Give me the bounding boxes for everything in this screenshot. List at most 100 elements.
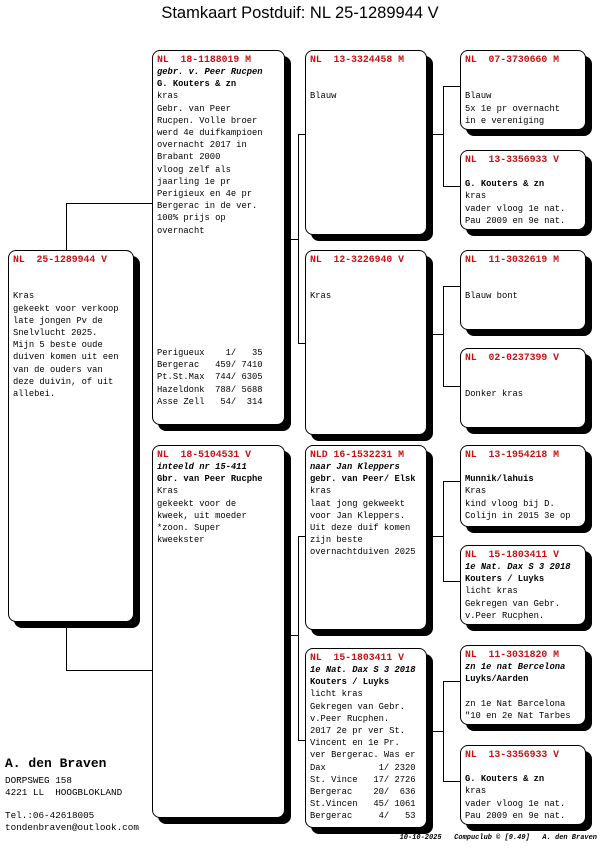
- box-text-line: Gebr. van Peer: [157, 103, 231, 114]
- owner-name: A. den Braven: [5, 756, 107, 771]
- box-text-line: kras: [310, 486, 332, 497]
- ring-number: NL 25-1289944 V: [13, 254, 108, 265]
- box-text-line: kras: [157, 91, 179, 102]
- connector-line: [443, 481, 444, 582]
- connector-line: [298, 740, 306, 741]
- pedigree-box-mf-mother: NL 15-1803411 V 1e Nat. Dax S 3 2018 Koute…: [460, 545, 586, 625]
- box-text-line: [465, 66, 581, 78]
- ring-number: NL 18-1188019 M: [157, 54, 252, 65]
- pedigree-box-father-father: NL 13-3324458 M Blauw: [305, 50, 427, 235]
- ring-number: NL 02-0237399 V: [465, 352, 560, 363]
- box-text-line: Brabant 2000: [157, 152, 221, 163]
- box-text-line: "10 en 2e Nat Tarbes: [465, 710, 571, 721]
- ring-number: NL 18-5104531 V: [157, 449, 252, 460]
- ring-number: NL 13-3356933 V: [465, 749, 560, 760]
- box-text-line: 1e Nat. Dax S 3 2018: [310, 665, 416, 675]
- box-text-line: Bergerac in de ver.: [157, 201, 258, 212]
- box-text-line: inteeld nr 15-411: [157, 462, 247, 472]
- box-text-line: ver Bergerac. Was er: [310, 750, 416, 761]
- ring-number: NL 13-3324458 M: [310, 54, 405, 65]
- box-text-line: overnachtduiven 2025: [310, 547, 416, 558]
- race-result-row: Asse Zell 54/ 314: [157, 396, 263, 407]
- box-text-line: Bergerac 4/ 53: [310, 811, 416, 822]
- box-text-line: Gbr. van Peer Rucphe: [157, 474, 263, 485]
- box-text-line: gebr. van Peer/ Elsk: [310, 474, 416, 485]
- connector-line: [443, 781, 461, 782]
- pedigree-box-ff-father: NL 07-3730660 M Blauw 5x 1e pr overnacht in…: [460, 50, 586, 130]
- box-text-line: naar Jan Kleppers: [310, 462, 400, 472]
- box-text-line: Vincent en 1e Pr.: [310, 738, 400, 749]
- box-text-line: kras: [465, 786, 487, 797]
- pedigree-box-ff-mother: NL 13-3356933 V G. Kouters & zn kras vader …: [460, 150, 586, 230]
- page-title: Stamkaart Postduif: NL 25-1289944 V: [161, 4, 439, 22]
- box-text-line: deze duivin, of uit: [13, 376, 114, 387]
- box-text-line: Kras: [157, 486, 179, 497]
- box-text-line: [310, 78, 422, 90]
- box-text-line: overnacht 2017 in: [157, 140, 247, 151]
- box-text-line: [310, 278, 422, 290]
- connector-line: [443, 286, 461, 287]
- connector-line: [66, 670, 153, 671]
- box-text-line: Kras: [13, 291, 35, 302]
- box-text-line: Uit deze duif komen: [310, 523, 411, 534]
- box-text-line: kweek, uit moeder: [157, 510, 247, 521]
- ring-number: NL 13-3356933 V: [465, 154, 560, 165]
- box-text-line: 2017 2e pr ver St.: [310, 726, 406, 737]
- owner-phone: Tel.:06-42618005: [5, 810, 95, 821]
- connector-line: [298, 536, 299, 741]
- box-text-line: G. Kouters & zn: [157, 79, 237, 90]
- connector-line: [298, 134, 299, 344]
- ring-number: NL 12-3226940 V: [310, 254, 405, 265]
- connector-line: [428, 134, 444, 135]
- pedigree-box-mother-mother: NL 15-1803411 V 1e Nat. Dax S 3 2018 Koute…: [305, 648, 427, 828]
- ring-number: NL 15-1803411 V: [310, 652, 405, 663]
- box-text-line: St. Vince 17/ 2726: [310, 774, 416, 785]
- box-text-line: [465, 685, 581, 697]
- box-text-line: gekeekt voor de: [157, 498, 237, 509]
- box-text-line: zn 1e nat Bercelona: [465, 662, 566, 672]
- box-text-line: Rucpen. Volle broer: [157, 115, 258, 126]
- ring-number: NL 11-3032619 M: [465, 254, 560, 265]
- box-text-line: late jongen Pv de: [13, 315, 103, 326]
- connector-line: [285, 239, 298, 240]
- box-text-line: overnacht: [157, 225, 205, 236]
- race-result-row: Pt.St.Max 744/ 6305: [157, 372, 263, 383]
- box-text-line: laat jong gekweekt: [310, 498, 406, 509]
- box-text-line: [465, 78, 581, 90]
- box-text-line: gebr. v. Peer Rucpen: [157, 67, 263, 77]
- race-results-table: Perigueux 1/ 35 Bergerac 459/ 7410 Pt.St.M…: [157, 347, 282, 408]
- owner-email: tondenbraven@outlook.com: [5, 822, 139, 833]
- box-text-line: [465, 278, 581, 290]
- box-text-line: Luyks/Aarden: [465, 674, 529, 685]
- box-text-line: kind vloog bij D.: [465, 498, 555, 509]
- box-text-line: 5x 1e pr overnacht: [465, 103, 561, 114]
- box-text-line: Kouters / Luyks: [310, 677, 390, 688]
- ring-number: NLD 16-1532231 M: [310, 449, 405, 460]
- pedigree-box-mf-father: NL 13-1954218 M Munnik/lahuis Kras kind vlo…: [460, 445, 586, 527]
- owner-address-city: 4221 LL HOOGBLOKLAND: [5, 787, 123, 798]
- box-text-line: jaarling 1e pr: [157, 176, 231, 187]
- box-text-line: G. Kouters & zn: [465, 179, 545, 190]
- box-text-line: licht kras: [465, 586, 518, 597]
- box-text-line: Munnik/lahuis: [465, 474, 534, 485]
- connector-line: [443, 581, 461, 582]
- ring-number: NL 11-3031820 M: [465, 649, 560, 660]
- box-text-line: Perigieux en 4e pr: [157, 189, 253, 200]
- box-text-line: Kras: [465, 486, 487, 497]
- box-text-line: Bergerac 20/ 636: [310, 787, 416, 798]
- pedigree-box-mm-mother: NL 13-3356933 V G. Kouters & zn kras vader …: [460, 745, 586, 825]
- race-result-row: Hazeldonk 788/ 5688: [157, 384, 263, 395]
- box-text-line: Gekregen van Gebr.: [465, 598, 561, 609]
- pedigree-box-father-mother: NL 12-3226940 V Kras: [305, 250, 427, 435]
- connector-line: [443, 86, 444, 187]
- box-text-line: Kras: [310, 291, 332, 302]
- box-text-line: [465, 461, 581, 473]
- box-text-line: Snelvlucht 2025.: [13, 327, 98, 338]
- box-text-line: [465, 364, 581, 376]
- ring-number: NL 07-3730660 M: [465, 54, 560, 65]
- connector-line: [443, 481, 461, 482]
- box-text-line: [465, 266, 581, 278]
- box-text-line: G. Kouters & zn: [465, 774, 545, 785]
- box-text-line: werd 4e duifkampioen: [157, 128, 263, 139]
